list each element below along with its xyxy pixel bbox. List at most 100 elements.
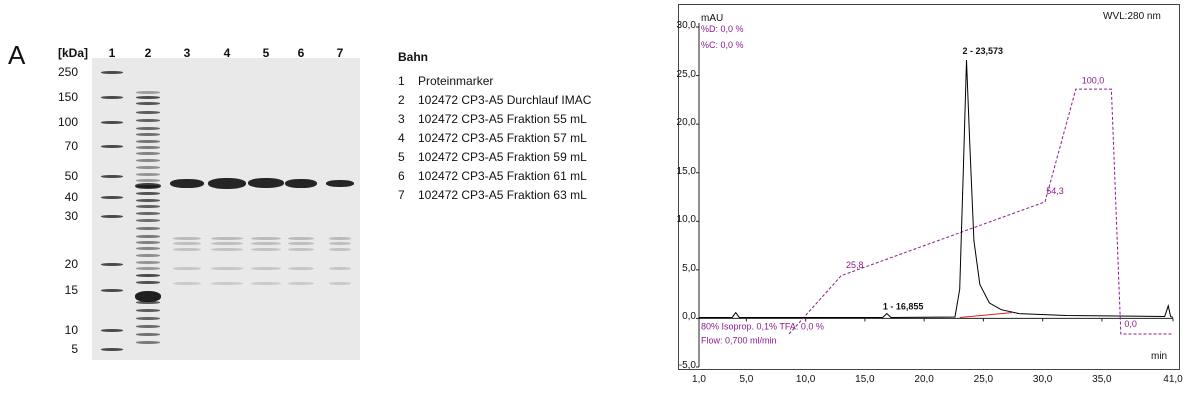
lane-7-minor-band xyxy=(329,266,351,270)
marker-band xyxy=(101,347,123,351)
marker-band xyxy=(101,288,123,292)
legend-entry-number: 1 xyxy=(398,74,405,88)
marker-weight-label: 250 xyxy=(57,65,78,79)
lane-7-minor-band xyxy=(329,236,351,240)
legend-entry: 5 102472 CP3-A5 Fraktion 59 mL xyxy=(398,148,591,167)
lane-3-minor-band xyxy=(173,247,201,251)
lane-6-minor-band xyxy=(288,266,314,270)
y-tick-label: -5,0 xyxy=(678,360,696,371)
lane-4-minor-band xyxy=(211,281,243,285)
marker-band xyxy=(101,70,123,74)
gradient-value-label: 54,3 xyxy=(1046,186,1064,196)
lane-2-band xyxy=(136,158,160,162)
sds-page-gel-panel: [kDa] 1 2 3 4 5 6 7 250 150 100 70 50 40 30 20 15 10 5 xyxy=(0,0,380,400)
lane-2-band xyxy=(135,290,161,302)
lane-legend: Bahn 1 Proteinmarker 2 102472 CP3-A5 Durchl… xyxy=(398,50,591,205)
lane-number-4: 4 xyxy=(223,46,231,60)
lane-2-band xyxy=(136,126,160,130)
legend-entry: 4 102472 CP3-A5 Fraktion 57 mL xyxy=(398,129,591,148)
lane-3-minor-band xyxy=(173,281,201,285)
peak-baseline xyxy=(959,312,1012,318)
lane-2-band xyxy=(136,218,160,222)
legend-entry-text: Proteinmarker xyxy=(418,74,494,88)
lane-2-band xyxy=(136,101,160,105)
lane-2-band xyxy=(136,110,160,114)
lane-2-band xyxy=(136,308,160,312)
lane-6-minor-band xyxy=(288,241,314,245)
x-axis-unit-label: min xyxy=(1151,351,1167,362)
lane-2-band xyxy=(136,340,160,344)
lane-7-minor-band xyxy=(329,241,351,245)
lane-7-main-band xyxy=(326,179,354,187)
lane-6-main-band xyxy=(285,178,317,188)
lane-4-main-band xyxy=(208,177,246,189)
legend-entry-text: 102472 CP3-A5 Fraktion 63 mL xyxy=(418,188,587,202)
y-tick-label: 20,0 xyxy=(676,117,696,129)
lane-number-6: 6 xyxy=(297,46,305,60)
lane-4-minor-band xyxy=(211,247,243,251)
lane-6-minor-band xyxy=(288,281,314,285)
lane-2-band xyxy=(136,211,160,215)
lane-2-band xyxy=(136,260,160,264)
flow-info: Flow: 0,700 ml/min xyxy=(701,335,777,345)
gradient-value-label: 0,0 xyxy=(1124,319,1137,329)
legend-entry: 2 102472 CP3-A5 Durchlauf IMAC xyxy=(398,91,591,110)
marker-weight-label: 70 xyxy=(64,139,78,153)
lane-2-band xyxy=(136,266,160,270)
solvent-info: 80% Isoprop. 0,1% TFA: 0,0 % xyxy=(701,321,824,331)
lane-5-minor-band xyxy=(251,247,281,251)
lane-5-minor-band xyxy=(251,281,281,285)
wavelength-label: WVL:280 nm xyxy=(1103,11,1161,22)
marker-band xyxy=(101,174,123,178)
x-tick-label: 20,0 xyxy=(914,374,934,385)
lane-2-band xyxy=(136,246,160,250)
marker-band xyxy=(101,144,123,148)
lane-2-band xyxy=(136,139,160,143)
chromatogram-trace xyxy=(699,60,1174,318)
gradient-line xyxy=(788,88,1173,335)
lane-2-band xyxy=(136,90,160,94)
kda-header: [kDa] xyxy=(58,46,89,60)
marker-weight-label: 100 xyxy=(57,115,78,129)
lane-number-5: 5 xyxy=(262,46,270,60)
lane-4-minor-band xyxy=(211,236,243,240)
lane-2-band xyxy=(136,324,160,328)
lane-2-band xyxy=(136,240,160,244)
chromatogram-chart: 1 - 16,855 2 - 23,573 25,8 54,3 100,0 0,0 WVL:… xyxy=(696,11,1174,368)
legend-entry-number: 2 xyxy=(398,93,405,107)
lane-number-2: 2 xyxy=(144,46,152,60)
marker-weight-label: 40 xyxy=(64,190,78,204)
marker-weight-label: 20 xyxy=(64,257,78,271)
x-tick-label: 5,0 xyxy=(739,374,754,385)
marker-weight-label: 15 xyxy=(64,283,78,297)
legend-entry-number: 3 xyxy=(398,112,405,126)
lane-5-minor-band xyxy=(251,236,281,240)
y-tick-label: 5,0 xyxy=(682,262,696,274)
y-tick-label: 25,0 xyxy=(676,68,696,80)
lane-2-band xyxy=(136,273,160,277)
lane-2-band xyxy=(136,191,160,195)
x-tick-label: 30,0 xyxy=(1032,374,1053,385)
lane-7-minor-band xyxy=(329,247,351,251)
y-tick-label: 10,0 xyxy=(676,214,696,226)
legend-entry: 7 102472 CP3-A5 Fraktion 63 mL xyxy=(398,186,591,205)
lane-number-1: 1 xyxy=(108,46,116,60)
x-tick-label: 25,0 xyxy=(973,374,994,385)
y-axis-unit-label: mAU xyxy=(701,13,723,24)
lane-2-band xyxy=(136,226,160,230)
panel-a-letter: A xyxy=(8,40,26,70)
lane-2-band xyxy=(136,253,160,257)
x-tick-label: 35,0 xyxy=(1092,374,1112,385)
lane-3-main-band xyxy=(170,178,204,188)
marker-weight-label: 5 xyxy=(71,342,78,356)
legend-entry: 3 102472 CP3-A5 Fraktion 55 mL xyxy=(398,110,591,129)
lane-2-band xyxy=(136,132,160,136)
legend-entry-number: 5 xyxy=(398,150,405,164)
legend-entry-number: 7 xyxy=(398,188,405,202)
lane-2-band xyxy=(136,198,160,202)
lane-2-band xyxy=(135,183,161,189)
lane-2-band xyxy=(136,316,160,320)
gel-image xyxy=(92,58,360,360)
peak-1-label: 1 - 16,855 xyxy=(883,302,924,312)
marker-band xyxy=(101,195,123,199)
